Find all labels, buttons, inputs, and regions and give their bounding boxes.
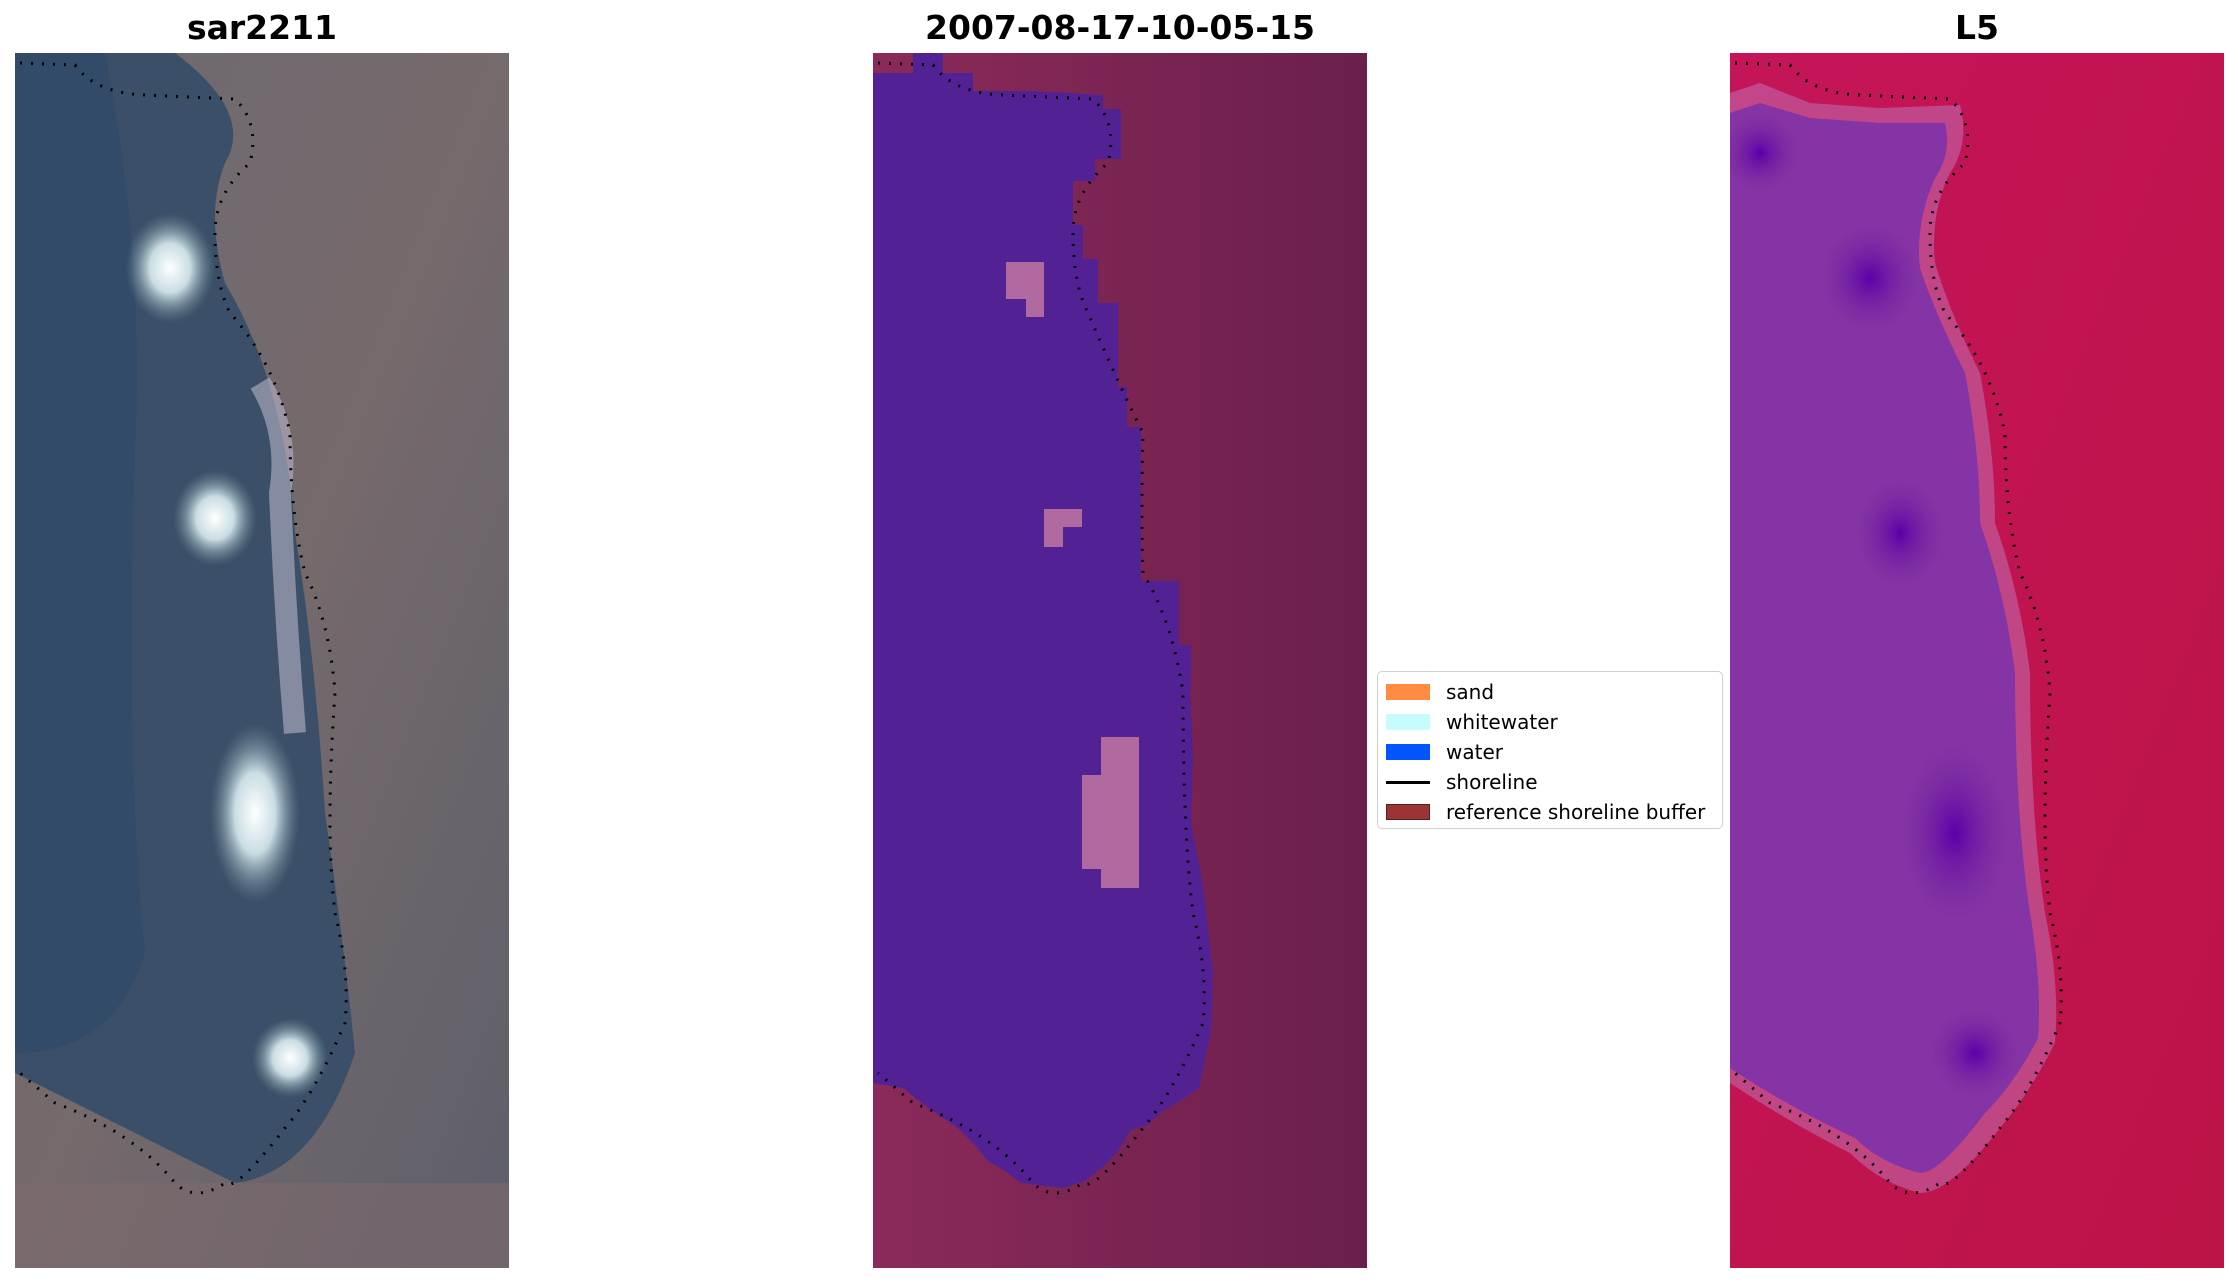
panel-title-l5: L5 bbox=[1955, 8, 1999, 47]
legend: sand whitewater water shoreline referenc… bbox=[1377, 671, 1723, 829]
whitewater-swatch bbox=[1386, 714, 1430, 730]
legend-item-whitewater: whitewater bbox=[1386, 707, 1714, 737]
classification-image bbox=[873, 53, 1367, 1268]
panel-title-rgb: sar2211 bbox=[186, 8, 338, 47]
rgb-image-panel bbox=[15, 53, 509, 1268]
legend-item-reference-buffer: reference shoreline buffer bbox=[1386, 797, 1714, 827]
water-swatch bbox=[1386, 744, 1430, 760]
rgb-image bbox=[15, 53, 509, 1268]
legend-label-water: water bbox=[1446, 740, 1503, 764]
l5-image bbox=[1730, 53, 2224, 1268]
legend-label-shoreline: shoreline bbox=[1446, 770, 1538, 794]
legend-item-water: water bbox=[1386, 737, 1714, 767]
legend-label-whitewater: whitewater bbox=[1446, 710, 1558, 734]
panel-title-classification: 2007-08-17-10-05-15 bbox=[925, 8, 1315, 47]
legend-item-shoreline: shoreline bbox=[1386, 767, 1714, 797]
sand-swatch bbox=[1386, 684, 1430, 700]
legend-label-reference-buffer: reference shoreline buffer bbox=[1446, 800, 1706, 824]
l5-panel bbox=[1730, 53, 2224, 1268]
legend-label-sand: sand bbox=[1446, 680, 1495, 704]
shoreline-line-swatch bbox=[1386, 780, 1430, 784]
classification-panel bbox=[873, 53, 1367, 1268]
legend-item-sand: sand bbox=[1386, 677, 1714, 707]
reference-buffer-swatch bbox=[1386, 804, 1430, 820]
